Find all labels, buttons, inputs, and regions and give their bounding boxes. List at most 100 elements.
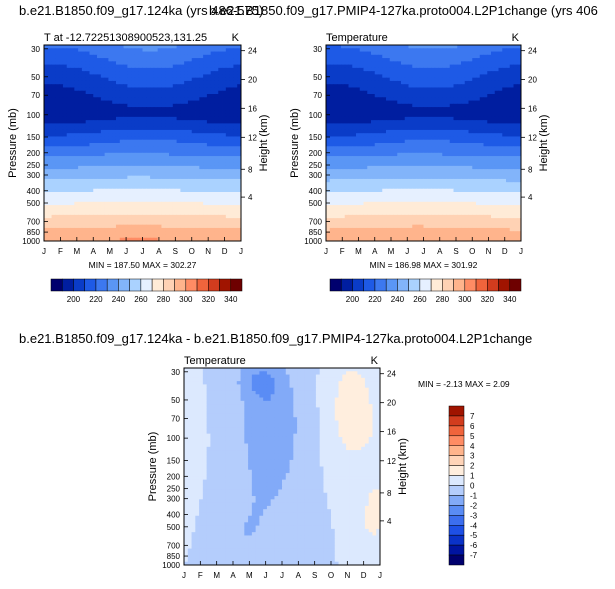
colorbar-box-1-10 xyxy=(442,278,454,292)
colorbar-box-1-7 xyxy=(408,278,421,292)
colorbar-box-1-13 xyxy=(475,278,488,292)
colorbar-label-2-1: 6 xyxy=(470,422,475,431)
y-axis-label-0: Pressure (mb) xyxy=(7,108,19,178)
colorbar-label-2-13: -6 xyxy=(470,541,478,550)
colorbar-box-0-0 xyxy=(50,278,63,292)
pressure-tick-label-2-11: 850 xyxy=(167,552,181,561)
pressure-tick-label-0-11: 850 xyxy=(27,228,41,237)
pressure-tick-label-0-9: 500 xyxy=(27,199,41,208)
pressure-tick-label-2-1: 50 xyxy=(171,396,180,405)
pressure-tick-label-2-5: 200 xyxy=(167,472,181,481)
y-axis-right-label-0: Height (km) xyxy=(258,115,270,172)
month-tick-label-0-10: N xyxy=(205,247,211,256)
colorbar-box-2-3 xyxy=(448,435,465,446)
month-tick-label-0-5: J xyxy=(124,247,128,256)
month-tick-label-0-12: J xyxy=(239,247,243,256)
panel-0: T at -12.72251308900523,131.25 K 30 50 70 100… xyxy=(7,32,270,256)
pressure-tick-label-0-4: 150 xyxy=(27,133,41,142)
colorbar-box-2-12 xyxy=(448,525,465,536)
height-tick-label-2-2: 12 xyxy=(387,457,396,466)
colorbar-label-1-1: 220 xyxy=(368,295,382,304)
month-tick-label-2-8: S xyxy=(312,571,317,580)
pressure-tick-label-0-6: 250 xyxy=(27,161,41,170)
panel-left-string-2: Temperature xyxy=(184,355,246,367)
month-tick-label-1-7: A xyxy=(437,247,443,256)
height-tick-label-2-5: 24 xyxy=(387,370,396,379)
pressure-tick-label-1-3: 100 xyxy=(309,111,323,120)
colorbar-box-0-7 xyxy=(129,278,142,292)
colorbar-box-2-7 xyxy=(448,475,465,486)
month-tick-label-1-4: M xyxy=(388,247,395,256)
pressure-tick-label-2-4: 150 xyxy=(167,456,181,465)
month-tick-label-0-3: A xyxy=(91,247,97,256)
colorbar-label-2-6: 1 xyxy=(470,472,475,481)
minmax-1: MIN = 186.98 MAX = 301.92 xyxy=(370,260,478,270)
colorbar-box-2-10 xyxy=(448,505,465,516)
month-tick-label-2-0: J xyxy=(182,571,186,580)
height-tick-label-0-1: 8 xyxy=(248,165,253,174)
pressure-tick-label-1-0: 30 xyxy=(313,45,322,54)
colorbar-label-2-11: -4 xyxy=(470,521,478,530)
pressure-tick-label-1-4: 150 xyxy=(309,133,323,142)
colorbar-box-0-16 xyxy=(230,278,243,292)
pressure-tick-label-2-0: 30 xyxy=(171,368,180,377)
panel-title-0: b.e21.B1850.f09_g17.124ka (yrs 486-575) xyxy=(19,3,263,18)
colorbar-label-2-12: -5 xyxy=(470,531,478,540)
panel-left-string-0: T at -12.72251308900523,131.25 xyxy=(44,32,207,44)
pressure-tick-label-0-3: 100 xyxy=(27,111,41,120)
height-tick-label-0-5: 24 xyxy=(248,47,257,56)
month-tick-label-2-6: J xyxy=(280,571,284,580)
panel-left-string-1: Temperature xyxy=(326,32,388,44)
month-tick-label-2-12: J xyxy=(378,571,382,580)
month-tick-label-2-11: D xyxy=(361,571,367,580)
colorbar-box-2-8 xyxy=(448,485,465,496)
month-tick-label-0-6: J xyxy=(141,247,145,256)
height-tick-label-2-4: 20 xyxy=(387,399,396,408)
colorbar-label-1-4: 280 xyxy=(436,295,450,304)
height-tick-label-1-3: 16 xyxy=(528,104,537,113)
month-tick-label-2-2: M xyxy=(213,571,220,580)
colorbar-label-2-0: 7 xyxy=(470,412,475,421)
month-tick-label-2-5: J xyxy=(264,571,268,580)
pressure-tick-label-2-8: 400 xyxy=(167,511,181,520)
colorbar-box-2-5 xyxy=(448,455,465,466)
colorbar-box-1-6 xyxy=(397,278,409,292)
pressure-tick-label-0-0: 30 xyxy=(31,45,40,54)
colorbar-label-0-1: 220 xyxy=(89,295,103,304)
month-tick-label-2-9: O xyxy=(328,571,334,580)
month-tick-label-1-1: F xyxy=(340,247,345,256)
pressure-tick-label-1-7: 300 xyxy=(309,171,323,180)
height-tick-label-1-5: 24 xyxy=(528,47,537,56)
month-tick-label-0-9: O xyxy=(189,247,195,256)
pressure-tick-label-0-10: 700 xyxy=(27,217,41,226)
month-tick-label-0-1: F xyxy=(58,247,63,256)
colorbar-box-1-15 xyxy=(498,278,511,292)
colorbar-box-2-1 xyxy=(448,415,465,427)
colorbar-box-0-8 xyxy=(140,278,153,292)
colorbar-label-0-4: 280 xyxy=(157,295,171,304)
colorbar-box-1-12 xyxy=(464,278,477,292)
month-tick-label-1-8: S xyxy=(453,247,458,256)
colorbar-box-1-5 xyxy=(385,278,398,292)
colorbar-box-1-14 xyxy=(487,278,499,292)
panel-right-string-0: K xyxy=(232,32,240,44)
panel-right-string-1: K xyxy=(512,32,520,44)
colorbar-label-2-10: -3 xyxy=(470,511,478,520)
pressure-tick-label-1-6: 250 xyxy=(309,161,323,170)
height-tick-label-0-0: 4 xyxy=(248,193,253,202)
month-tick-label-1-12: J xyxy=(519,247,523,256)
panel-title-1: b.e21.B1850.f09_g17.PMIP4-127ka.proto004… xyxy=(209,3,598,18)
colorbar-box-0-4 xyxy=(95,278,108,292)
panel-right-string-2: K xyxy=(371,355,379,367)
pressure-tick-label-2-9: 500 xyxy=(167,523,181,532)
colorbar-box-0-11 xyxy=(174,278,187,292)
pressure-tick-label-1-9: 500 xyxy=(309,199,323,208)
height-tick-label-0-4: 20 xyxy=(248,75,257,84)
colorbar-label-0-0: 200 xyxy=(67,295,81,304)
month-tick-label-1-0: J xyxy=(324,247,328,256)
colorbar-box-0-1 xyxy=(61,278,74,292)
height-tick-label-2-1: 8 xyxy=(387,489,392,498)
